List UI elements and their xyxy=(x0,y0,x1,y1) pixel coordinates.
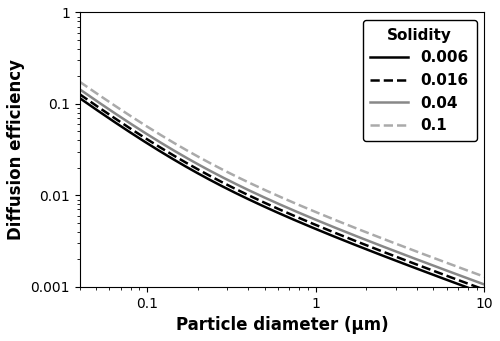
0.1 xyxy=(76,80,82,84)
0.016 xyxy=(331,231,337,235)
0.1 xyxy=(368,232,374,236)
0.1 xyxy=(331,218,337,222)
Line: 0.04: 0.04 xyxy=(80,89,484,284)
0.04 xyxy=(76,87,82,91)
Y-axis label: Diffusion efficiency: Diffusion efficiency xyxy=(7,59,25,240)
0.016 xyxy=(76,92,82,96)
0.04 xyxy=(208,169,214,174)
0.1 xyxy=(481,275,487,279)
0.04 xyxy=(481,282,487,286)
0.016 xyxy=(126,125,132,129)
0.016 xyxy=(208,175,214,179)
0.04 xyxy=(237,184,243,188)
0.006 xyxy=(481,292,487,296)
0.006 xyxy=(76,96,82,100)
0.016 xyxy=(237,189,243,193)
0.1 xyxy=(237,176,243,180)
Line: 0.016: 0.016 xyxy=(80,94,484,290)
0.006 xyxy=(237,193,243,197)
0.006 xyxy=(126,129,132,133)
0.006 xyxy=(331,235,337,239)
0.1 xyxy=(126,113,132,117)
Legend: 0.006, 0.016, 0.04, 0.1: 0.006, 0.016, 0.04, 0.1 xyxy=(362,20,476,141)
X-axis label: Particle diameter (μm): Particle diameter (μm) xyxy=(176,316,388,334)
0.006 xyxy=(208,179,214,183)
0.016 xyxy=(368,245,374,249)
0.006 xyxy=(370,250,376,254)
0.04 xyxy=(370,241,376,245)
0.016 xyxy=(370,246,376,250)
0.016 xyxy=(481,287,487,292)
0.006 xyxy=(368,249,374,253)
0.04 xyxy=(368,240,374,244)
0.04 xyxy=(331,225,337,229)
0.1 xyxy=(370,233,376,237)
Line: 0.006: 0.006 xyxy=(80,98,484,294)
Line: 0.1: 0.1 xyxy=(80,82,484,277)
0.04 xyxy=(126,120,132,124)
0.1 xyxy=(208,162,214,166)
